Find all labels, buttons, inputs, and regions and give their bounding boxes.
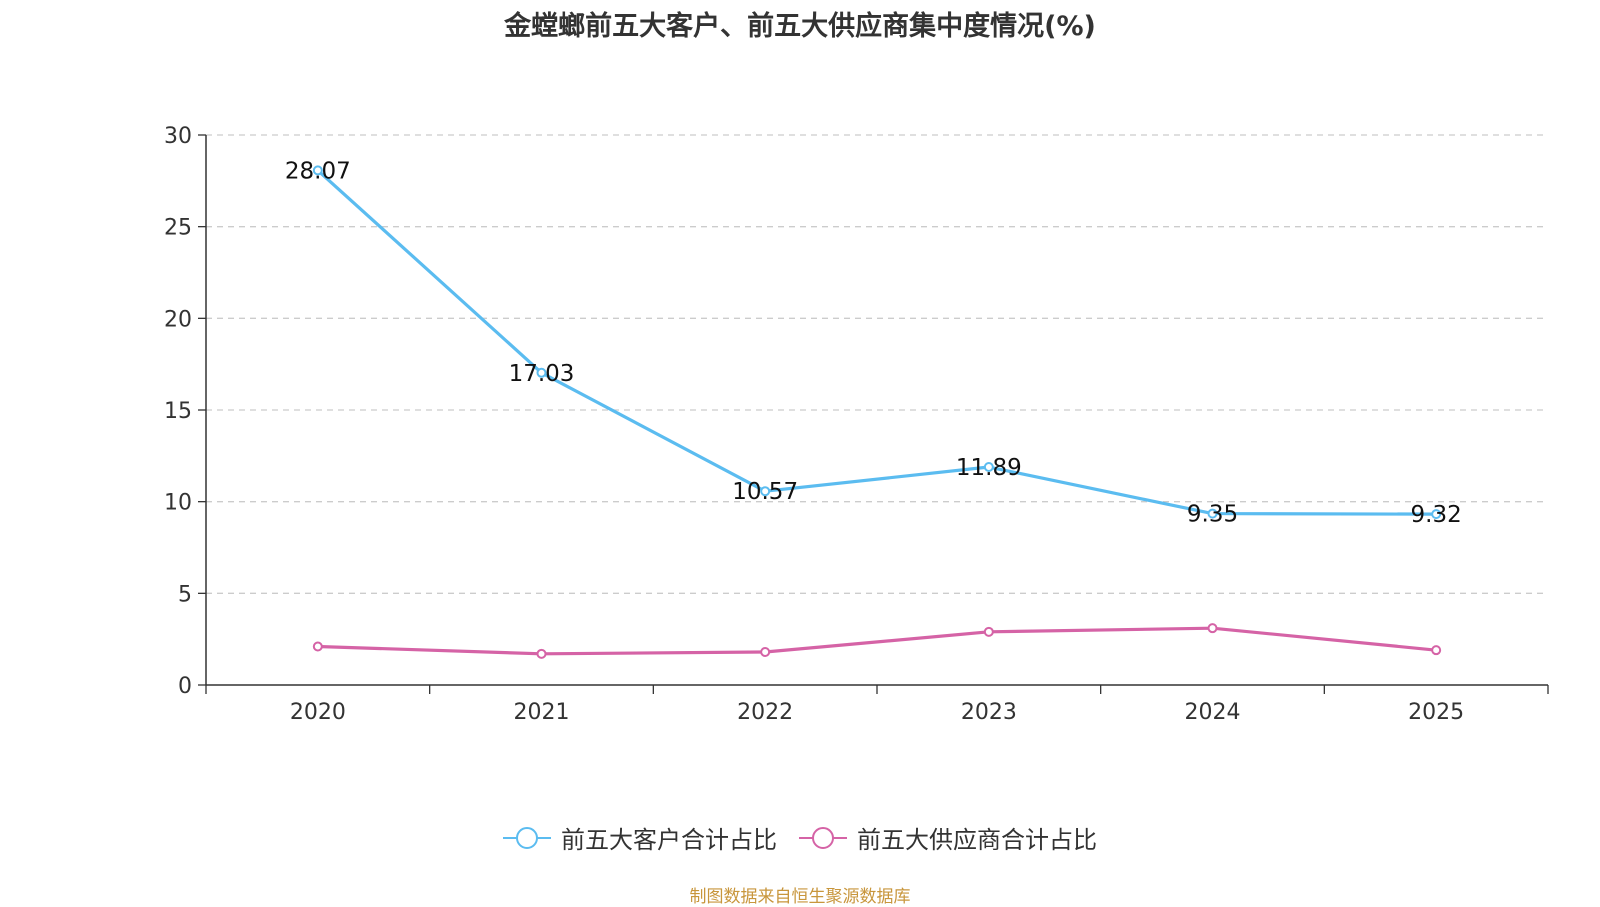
series-0-point-2025: [1431, 509, 1442, 520]
series-1-point-2022: [760, 647, 771, 657]
data-label-2024: 9.35: [1187, 502, 1238, 528]
data-label-2023: 11.89: [956, 455, 1022, 481]
series-0-point-2022: [760, 486, 771, 497]
data-label-2020: 28.07: [285, 158, 351, 184]
y-tick-label-20: 20: [164, 307, 192, 332]
legend-label-customers: 前五大客户合计占比: [561, 826, 777, 854]
series-line-1: [317, 626, 1437, 656]
x-tick-label-2025: 2025: [1408, 700, 1464, 725]
source-note: 制图数据来自恒生聚源数据库: [689, 887, 911, 907]
x-tick-label-2023: 2023: [961, 700, 1017, 725]
series-1-point-2020: [312, 641, 323, 652]
legend-label-suppliers: 前五大供应商合计占比: [857, 826, 1097, 854]
legend-marker-customers: [503, 826, 551, 849]
series-1-point-2021: [536, 648, 547, 659]
legend: 前五大客户合计占比 前五大供应商合计占比: [0, 820, 1600, 855]
y-tick-label-30: 30: [164, 124, 192, 149]
legend-item-suppliers[interactable]: 前五大供应商合计占比: [799, 820, 1097, 855]
y-tick-label-15: 15: [164, 399, 192, 424]
series-0-point-2023: [983, 462, 994, 473]
series-1-point-2023: [983, 626, 994, 637]
x-tick-label-2024: 2024: [1185, 700, 1241, 725]
series-group: [312, 165, 1442, 659]
x-tick-label-2022: 2022: [737, 700, 793, 725]
series-0-point-2021: [536, 367, 547, 378]
data-label-2021: 17.03: [509, 361, 575, 387]
series-0-point-2024: [1207, 508, 1218, 519]
series-0-point-2020: [312, 165, 323, 176]
y-tick-label-5: 5: [178, 582, 192, 607]
data-label-2025: 9.32: [1411, 502, 1462, 528]
series-1-point-2025: [1431, 645, 1442, 656]
data-labels: 28.07 17.03 10.57 11.89 9.35 9.32: [285, 158, 1462, 528]
chart-title: 金螳螂前五大客户、前五大供应商集中度情况(%): [504, 11, 1096, 42]
y-tick-label-25: 25: [164, 216, 192, 241]
series-line-0: [316, 169, 1437, 516]
series-1-point-2024: [1207, 623, 1218, 634]
y-tick-label-0: 0: [178, 674, 192, 699]
legend-item-customers[interactable]: 前五大客户合计占比: [503, 820, 777, 855]
data-label-2022: 10.57: [732, 479, 798, 505]
x-tick-label-2020: 2020: [290, 700, 346, 725]
grid-lines: [206, 134, 1548, 594]
legend-marker-suppliers: [799, 826, 847, 849]
x-tick-label-2021: 2021: [514, 700, 570, 725]
y-tick-label-10: 10: [164, 491, 192, 516]
